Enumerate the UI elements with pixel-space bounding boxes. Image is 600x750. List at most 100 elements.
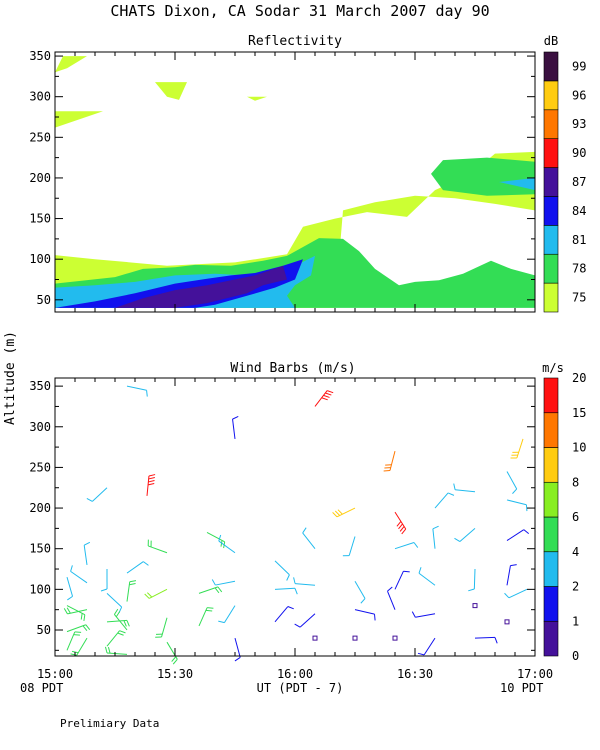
barb-feather — [172, 658, 178, 665]
y-tick-label: 200 — [29, 171, 51, 185]
wind-barb — [144, 588, 168, 599]
barb-feather — [294, 588, 298, 595]
wind-barb — [146, 474, 156, 496]
barb-shaft — [106, 593, 122, 608]
wind-barb — [293, 577, 316, 586]
colorbar-segment — [543, 412, 559, 448]
wind-barb — [294, 613, 316, 628]
barb-feather — [454, 537, 461, 542]
wind-barb — [411, 611, 436, 618]
wind-barb — [106, 630, 126, 647]
barb-shaft — [67, 609, 88, 615]
colorbar-segment — [543, 253, 559, 284]
colorbar-label: 90 — [572, 146, 586, 160]
y-tick-label: 150 — [29, 542, 51, 556]
colorbar-segment — [543, 51, 559, 82]
reflectivity-colorbar-unit: dB — [544, 34, 558, 48]
barb-shaft — [234, 637, 241, 658]
wind-colorbar-unit: m/s — [542, 361, 564, 375]
reflectivity-title: Reflectivity — [248, 34, 342, 49]
colorbar-label: 15 — [572, 406, 586, 420]
reflectivity-contours — [55, 56, 535, 308]
contour-region-75 — [155, 82, 187, 100]
calm-marker — [392, 635, 398, 641]
barb-feather — [119, 630, 126, 634]
barb-shaft — [394, 542, 415, 550]
wind-barbs-panel: Wind Barbs (m/s) 15:00 15:30 16:00 16:30 17:… — [29, 361, 586, 681]
colorbar-label: 93 — [572, 117, 586, 131]
barb-feather — [418, 567, 422, 574]
barb-feather — [67, 595, 73, 601]
wind-barb — [434, 492, 455, 509]
barb-feather — [399, 526, 405, 532]
colorbar-segment — [543, 282, 559, 313]
wind-barb — [218, 605, 236, 624]
colorbar-label: 20 — [572, 371, 586, 385]
barb-feather — [207, 607, 214, 609]
barb-feather — [398, 523, 403, 530]
wind-barb — [504, 588, 528, 599]
contour-region-75 — [247, 96, 267, 101]
barb-shaft — [126, 581, 131, 602]
barb-feather — [293, 577, 296, 584]
calm-marker — [352, 635, 358, 641]
barb-shaft — [423, 637, 436, 656]
wind-barb — [70, 637, 88, 656]
barb-feather — [115, 611, 121, 618]
colorbar-segment — [543, 225, 559, 255]
barb-feather — [100, 588, 108, 592]
wind-barb — [354, 580, 366, 604]
x-tick-label: 16:00 — [277, 667, 313, 681]
wind-barb — [211, 579, 236, 586]
y-tick-label: 350 — [29, 49, 51, 63]
barb-shaft — [106, 630, 120, 647]
barb-feather — [104, 646, 108, 654]
calm-marker — [472, 603, 478, 609]
barb-feather — [82, 625, 88, 632]
wind-barb — [274, 606, 294, 623]
barb-shaft — [66, 624, 86, 633]
barb-feather — [294, 623, 301, 628]
wind-barb — [387, 586, 396, 610]
barb-shaft — [336, 507, 356, 518]
colorbar-label: 4 — [572, 545, 579, 559]
wind-barb — [274, 560, 290, 581]
barb-feather — [411, 611, 416, 618]
wind-barb — [418, 567, 436, 586]
barb-shaft — [474, 636, 496, 639]
barb-feather — [403, 570, 410, 573]
barb-feather — [453, 483, 456, 490]
contour-region-75 — [55, 111, 103, 128]
wind-barb — [354, 609, 376, 621]
barb-shaft — [66, 577, 74, 597]
reflectivity-colorbar: 75 78 81 84 87 90 93 96 99 — [543, 51, 586, 313]
barb-shaft — [148, 588, 168, 599]
wind-barb — [383, 451, 396, 472]
barb-shaft — [302, 532, 316, 550]
barb-feather — [504, 592, 510, 599]
barb-feather — [494, 637, 498, 644]
colorbar-segment — [543, 586, 559, 622]
wind-barb — [510, 438, 524, 459]
barb-shaft — [114, 614, 128, 631]
wind-colorbar: 0 1 2 4 6 8 10 15 20 — [543, 371, 586, 663]
barb-shaft — [295, 583, 316, 586]
barb-shaft — [506, 499, 527, 506]
barb-feather — [171, 656, 177, 662]
wind-barb — [302, 527, 316, 550]
barb-feather — [468, 588, 475, 592]
wind-barb — [113, 608, 128, 631]
y-tick-label: 300 — [29, 90, 51, 104]
wind-barb — [506, 529, 530, 541]
wind-barb — [155, 617, 168, 638]
barb-feather — [143, 561, 149, 566]
wind-barbs-frame — [54, 377, 536, 657]
barb-feather — [396, 521, 402, 527]
barb-shaft — [274, 606, 289, 623]
barb-shaft — [274, 587, 295, 590]
wind-barb — [474, 636, 498, 644]
barb-shaft — [107, 652, 128, 655]
wind-barb — [66, 605, 86, 621]
barb-shaft — [206, 532, 225, 543]
wind-barb — [126, 580, 137, 602]
